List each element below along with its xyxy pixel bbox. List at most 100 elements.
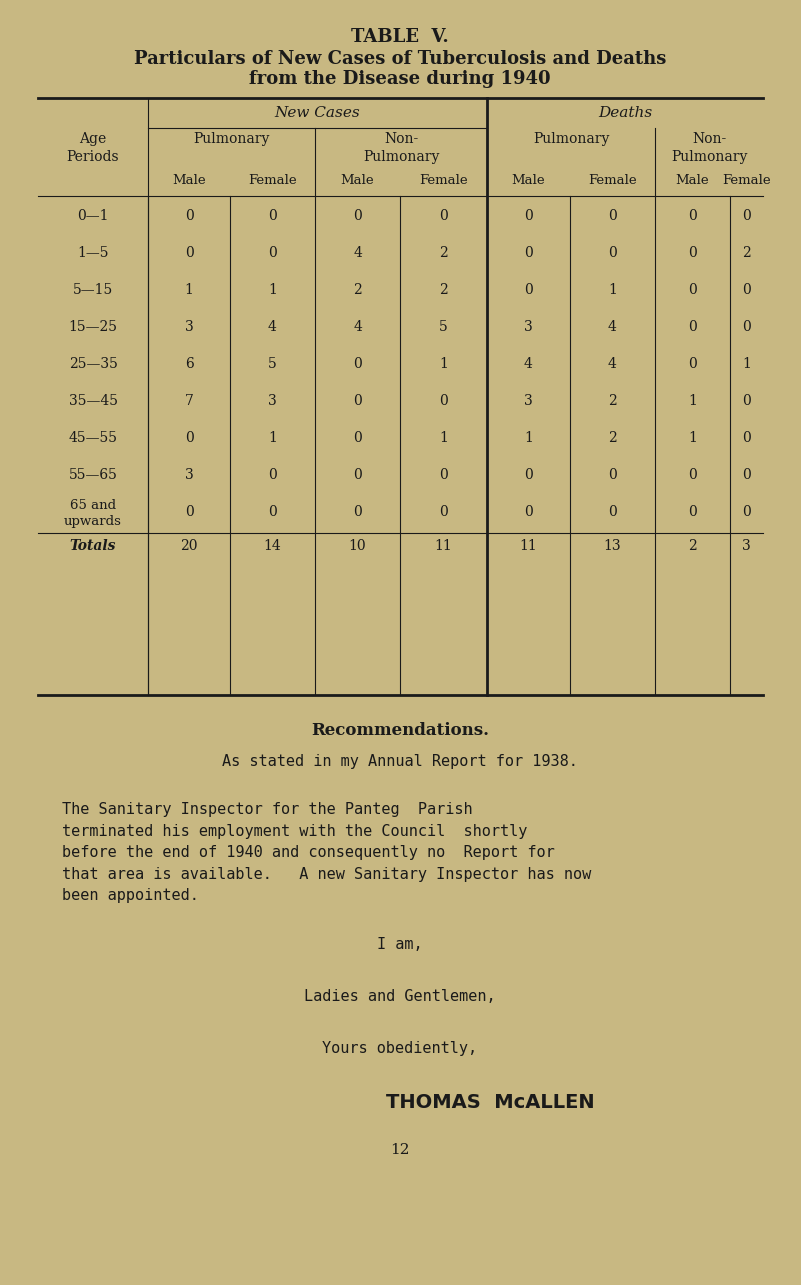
Text: 0: 0 (608, 505, 617, 519)
Text: 13: 13 (604, 538, 622, 553)
Text: Male: Male (340, 173, 374, 188)
Text: 3: 3 (524, 394, 533, 409)
Text: 0: 0 (268, 209, 277, 224)
Text: 0: 0 (184, 245, 193, 260)
Text: 0: 0 (524, 209, 533, 224)
Text: 0: 0 (524, 283, 533, 297)
Text: 0: 0 (742, 394, 751, 409)
Text: 1: 1 (439, 430, 448, 445)
Text: 65 and
upwards: 65 and upwards (64, 499, 122, 528)
Text: 2: 2 (439, 245, 448, 260)
Text: New Cases: New Cases (275, 105, 360, 120)
Text: 0: 0 (353, 394, 362, 409)
Text: 1: 1 (608, 283, 617, 297)
Text: 4: 4 (353, 320, 362, 334)
Text: 1: 1 (524, 430, 533, 445)
Text: 2: 2 (353, 283, 362, 297)
Text: 3: 3 (184, 468, 193, 482)
Text: 0: 0 (353, 357, 362, 371)
Text: Male: Male (172, 173, 206, 188)
Text: from the Disease during 1940: from the Disease during 1940 (249, 69, 551, 87)
Text: 0: 0 (742, 283, 751, 297)
Text: 4: 4 (353, 245, 362, 260)
Text: 0: 0 (608, 245, 617, 260)
Text: 3: 3 (524, 320, 533, 334)
Text: Male: Male (676, 173, 710, 188)
Text: 0: 0 (608, 468, 617, 482)
Text: 1: 1 (268, 430, 277, 445)
Text: Yours obediently,: Yours obediently, (323, 1041, 477, 1056)
Text: Female: Female (588, 173, 637, 188)
Text: 0: 0 (439, 209, 448, 224)
Text: 0: 0 (742, 468, 751, 482)
Text: 0: 0 (439, 468, 448, 482)
Text: Non-
Pulmonary: Non- Pulmonary (670, 132, 747, 164)
Text: 5: 5 (439, 320, 448, 334)
Text: 11: 11 (435, 538, 453, 553)
Text: 7: 7 (184, 394, 193, 409)
Text: 1: 1 (268, 283, 277, 297)
Text: 0: 0 (268, 505, 277, 519)
Text: 5: 5 (268, 357, 277, 371)
Text: 3: 3 (742, 538, 751, 553)
Text: 25—35: 25—35 (69, 357, 118, 371)
Text: TABLE  V.: TABLE V. (351, 28, 449, 46)
Text: 4: 4 (608, 357, 617, 371)
Text: 15—25: 15—25 (69, 320, 118, 334)
Text: 0: 0 (688, 505, 697, 519)
Text: 2: 2 (742, 245, 751, 260)
Text: Female: Female (419, 173, 468, 188)
Text: 0: 0 (439, 394, 448, 409)
Text: 0: 0 (439, 505, 448, 519)
Text: 0: 0 (353, 430, 362, 445)
Text: 0: 0 (268, 468, 277, 482)
Text: 2: 2 (608, 394, 617, 409)
Text: 0: 0 (524, 505, 533, 519)
Text: 6: 6 (184, 357, 193, 371)
Text: 10: 10 (348, 538, 366, 553)
Text: 0: 0 (742, 209, 751, 224)
Text: 1: 1 (688, 430, 697, 445)
Text: 4: 4 (268, 320, 277, 334)
Text: Ladies and Gentlemen,: Ladies and Gentlemen, (304, 989, 496, 1004)
Text: 4: 4 (608, 320, 617, 334)
Text: 1: 1 (688, 394, 697, 409)
Text: 0—1: 0—1 (77, 209, 109, 224)
Text: 0: 0 (184, 505, 193, 519)
Text: 11: 11 (520, 538, 537, 553)
Text: 3: 3 (184, 320, 193, 334)
Text: Pulmonary: Pulmonary (193, 132, 270, 146)
Text: 1: 1 (184, 283, 193, 297)
Text: 0: 0 (353, 209, 362, 224)
Text: Recommendations.: Recommendations. (311, 722, 489, 739)
Text: 0: 0 (184, 430, 193, 445)
Text: Particulars of New Cases of Tuberculosis and Deaths: Particulars of New Cases of Tuberculosis… (134, 50, 666, 68)
Text: 2: 2 (439, 283, 448, 297)
Text: Male: Male (512, 173, 545, 188)
Text: 12: 12 (390, 1142, 410, 1156)
Text: 0: 0 (688, 468, 697, 482)
Text: 0: 0 (742, 505, 751, 519)
Text: Deaths: Deaths (598, 105, 652, 120)
Text: 0: 0 (688, 357, 697, 371)
Text: 1—5: 1—5 (77, 245, 109, 260)
Text: 3: 3 (268, 394, 277, 409)
Text: Pulmonary: Pulmonary (533, 132, 610, 146)
Text: 0: 0 (184, 209, 193, 224)
Text: 1: 1 (742, 357, 751, 371)
Text: 0: 0 (688, 209, 697, 224)
Text: 5—15: 5—15 (73, 283, 113, 297)
Text: 0: 0 (524, 468, 533, 482)
Text: Totals: Totals (70, 538, 116, 553)
Text: 0: 0 (688, 245, 697, 260)
Text: 0: 0 (742, 320, 751, 334)
Text: I am,: I am, (377, 937, 423, 952)
Text: The Sanitary Inspector for the Panteg  Parish
terminated his employment with the: The Sanitary Inspector for the Panteg Pa… (62, 802, 591, 903)
Text: 14: 14 (264, 538, 281, 553)
Text: 1: 1 (439, 357, 448, 371)
Text: 55—65: 55—65 (69, 468, 118, 482)
Text: As stated in my Annual Report for 1938.: As stated in my Annual Report for 1938. (222, 754, 578, 768)
Text: 2: 2 (608, 430, 617, 445)
Text: 0: 0 (688, 283, 697, 297)
Text: 0: 0 (688, 320, 697, 334)
